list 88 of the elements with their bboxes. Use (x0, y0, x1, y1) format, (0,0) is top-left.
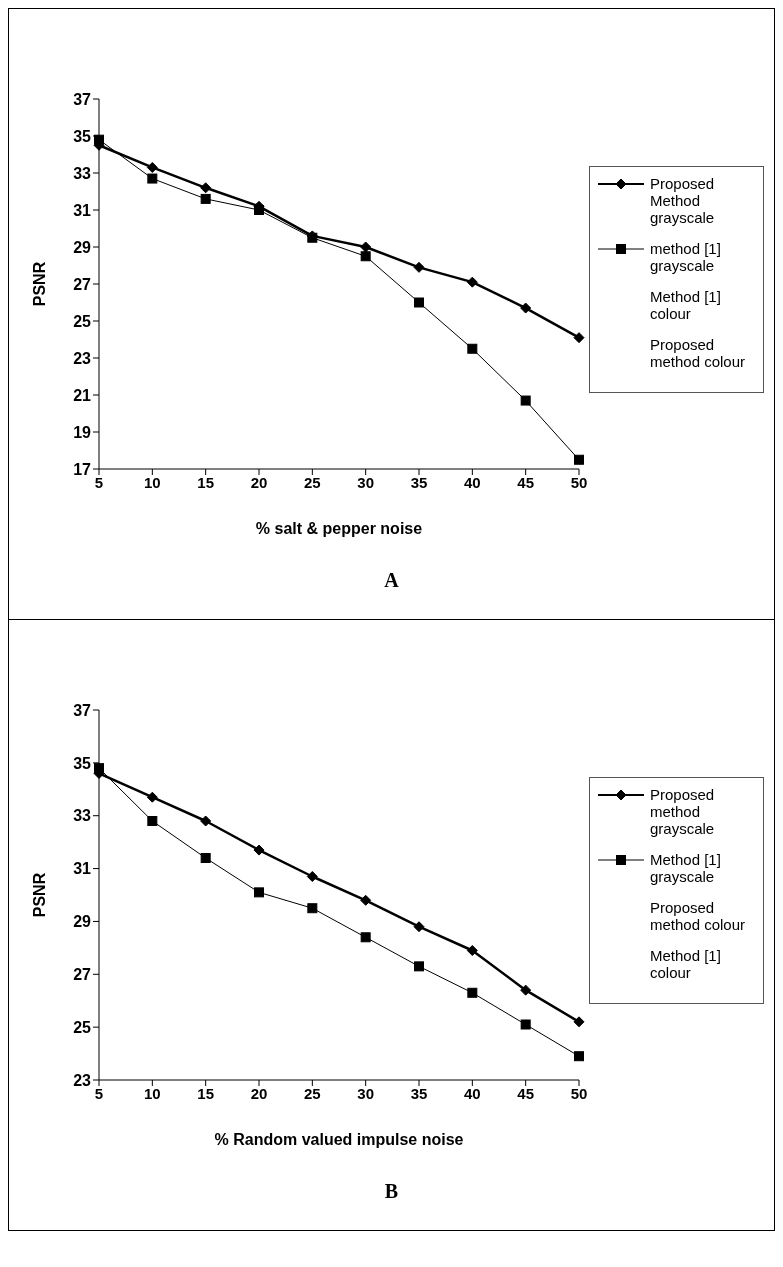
x-tick-label: 40 (463, 473, 481, 491)
text: Method [1] colour (650, 946, 722, 981)
point (200, 193, 211, 204)
point (413, 921, 425, 933)
point (94, 134, 104, 145)
y-axis-title: PSNR (30, 872, 48, 918)
text: Proposed method colour (650, 898, 747, 933)
point (520, 302, 532, 314)
x-tick-label: 5 (94, 1084, 104, 1102)
point (253, 844, 265, 856)
y-tick-label: 35 (73, 127, 92, 145)
point (414, 297, 424, 308)
point (306, 871, 318, 882)
x-axis-title: % salt & pepper noise (255, 520, 423, 537)
x-tick-label: 10 (143, 473, 161, 491)
point (360, 251, 371, 262)
y-tick-label: 35 (73, 754, 92, 772)
point (414, 961, 424, 972)
point (146, 161, 158, 173)
x-tick-label: 50 (570, 1084, 588, 1102)
point (307, 903, 318, 914)
y-tick-label: 37 (73, 701, 92, 719)
point (360, 932, 371, 943)
y-tick-label: 33 (73, 164, 92, 182)
point (200, 815, 212, 827)
point (466, 276, 478, 288)
point (147, 816, 158, 826)
y-tick-label: 37 (73, 90, 92, 108)
legend-label: Proposed method grayscale (650, 785, 716, 837)
x-axis-title: % Random valued impulse noise (214, 1131, 464, 1148)
legend-label: Method [1] grayscale (650, 850, 722, 885)
y-tick-label: 23 (73, 349, 92, 367)
point (467, 987, 478, 998)
x-tick-label: 45 (517, 1084, 535, 1102)
point (573, 332, 585, 344)
legend-label: Proposed Method grayscale (650, 174, 716, 226)
y-tick-label: 31 (73, 201, 92, 219)
y-tick-label: 25 (73, 1018, 92, 1036)
x-tick-label: 35 (410, 1084, 428, 1102)
x-tick-label: 20 (250, 1084, 268, 1102)
y-tick-label: 33 (73, 807, 92, 825)
text: B (383, 1180, 400, 1203)
point (573, 1016, 585, 1028)
x-tick-label: 25 (303, 1084, 321, 1102)
y-tick-label: 25 (73, 312, 92, 330)
y-tick-label: 27 (73, 965, 92, 983)
point (147, 173, 158, 184)
x-tick-label: 35 (410, 473, 428, 491)
point (254, 205, 264, 215)
point (94, 763, 104, 774)
x-tick-label: 20 (250, 473, 268, 491)
y-tick-label: 29 (73, 913, 92, 931)
point (200, 853, 211, 863)
legend-label: method [1] grayscale (650, 239, 722, 274)
point (574, 1051, 584, 1062)
y-tick-label: 23 (73, 1071, 92, 1089)
x-tick-label: 15 (197, 1084, 215, 1102)
point (146, 791, 158, 803)
x-tick-label: 25 (303, 473, 321, 491)
y-tick-label: 19 (73, 423, 92, 441)
point (520, 1019, 531, 1030)
x-tick-label: 45 (517, 473, 535, 491)
x-tick-label: 10 (143, 1084, 161, 1102)
point (520, 395, 531, 406)
point (360, 241, 372, 253)
y-tick-label: 21 (73, 386, 92, 404)
text: Proposed method colour (650, 335, 747, 370)
y-tick-label: 17 (73, 460, 92, 478)
x-tick-label: 50 (570, 473, 588, 491)
x-tick-label: 30 (357, 1084, 375, 1102)
point (467, 343, 478, 354)
x-tick-label: 40 (463, 1084, 481, 1102)
point (520, 984, 532, 996)
x-tick-label: 30 (357, 473, 375, 491)
point (466, 945, 478, 956)
point (200, 182, 212, 194)
point (413, 261, 425, 273)
x-tick-label: 5 (94, 473, 104, 491)
point (360, 894, 372, 906)
text: Method [1] colour (650, 287, 722, 322)
y-tick-label: 29 (73, 238, 92, 256)
point (574, 454, 584, 465)
text: A (383, 569, 400, 592)
y-tick-label: 31 (73, 860, 92, 878)
x-tick-label: 15 (197, 473, 215, 491)
y-tick-label: 27 (73, 275, 92, 293)
y-axis-title: PSNR (30, 261, 48, 307)
point (254, 887, 264, 898)
